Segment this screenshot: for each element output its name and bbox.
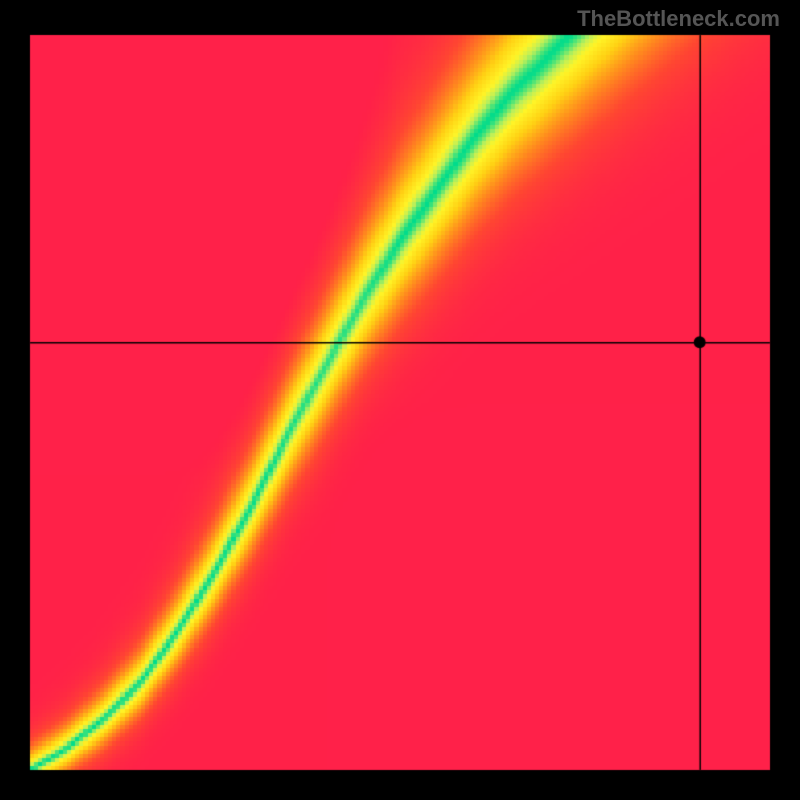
chart-container: TheBottleneck.com bbox=[0, 0, 800, 800]
watermark-text: TheBottleneck.com bbox=[577, 6, 780, 32]
overlay-canvas bbox=[0, 0, 800, 800]
